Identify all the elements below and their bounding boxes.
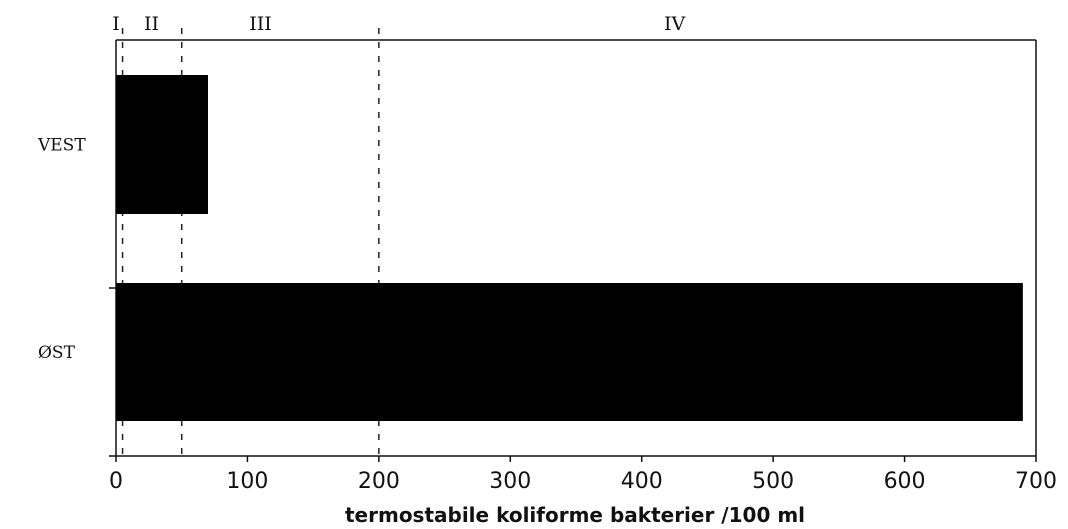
class-label: IV [664, 13, 686, 35]
class-label: I [112, 13, 120, 35]
x-axis-ticks: 0 100 200 300 400 500 600 700 [109, 456, 1057, 494]
x-tick-label: 700 [1015, 469, 1057, 494]
category-labels: VEST ØST [37, 136, 86, 364]
x-tick-label: 300 [489, 469, 531, 494]
x-axis-title: termostabile koliforme bakterier /100 ml [345, 503, 805, 527]
x-tick-label: 500 [752, 469, 794, 494]
bar-0 [116, 75, 208, 214]
category-label: ØST [38, 343, 76, 363]
x-tick-label: 200 [358, 469, 400, 494]
class-label: II [144, 13, 159, 35]
x-tick-label: 100 [226, 469, 268, 494]
x-tick-label: 400 [621, 469, 663, 494]
category-label: VEST [37, 136, 86, 156]
class-labels: I II III IV [112, 13, 685, 35]
bar-1 [116, 283, 1023, 421]
class-label: III [249, 13, 272, 35]
bars [116, 75, 1023, 421]
x-tick-label: 600 [884, 469, 926, 494]
x-tick-label: 0 [109, 469, 123, 494]
